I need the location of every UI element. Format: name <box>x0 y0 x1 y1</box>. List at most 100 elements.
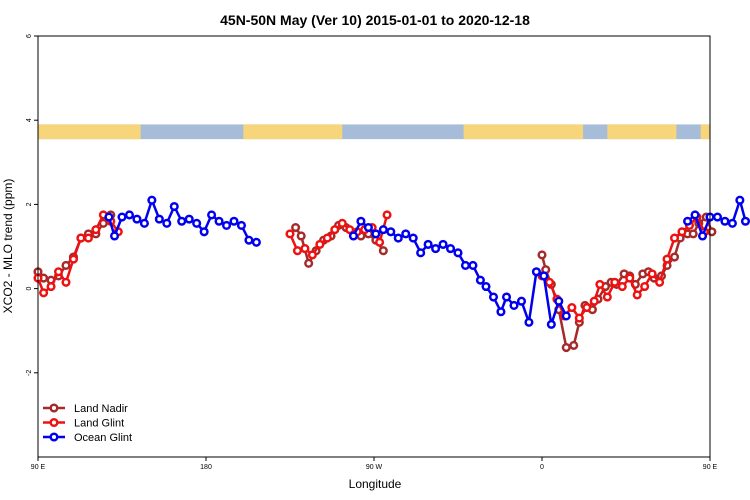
plot-frame <box>37 35 711 458</box>
x-tick-label: 90 E <box>31 464 46 471</box>
data-point <box>117 212 127 222</box>
legend: Land Nadir Land Glint Ocean Glint <box>43 403 132 444</box>
data-point <box>589 296 599 306</box>
data-point <box>501 292 512 302</box>
data-point <box>445 244 456 254</box>
data-point <box>720 216 730 226</box>
data-point <box>431 244 441 254</box>
data-point <box>516 296 527 306</box>
data-point <box>124 210 135 220</box>
data-point <box>561 342 571 353</box>
data-point <box>690 210 700 220</box>
map-land <box>463 124 584 140</box>
map-land <box>243 124 343 140</box>
data-point <box>735 195 745 205</box>
data-point <box>669 252 680 262</box>
data-point <box>356 216 366 226</box>
map-strip <box>38 124 710 140</box>
data-point <box>162 218 172 228</box>
data-point <box>610 277 620 287</box>
legend-marker <box>49 403 59 413</box>
series-layer <box>33 195 750 353</box>
data-point <box>537 250 547 260</box>
data-point <box>544 277 555 287</box>
data-point <box>662 254 672 264</box>
series-ocean-glint <box>104 195 750 329</box>
data-point <box>561 311 571 321</box>
data-point <box>647 269 657 279</box>
data-point <box>677 227 687 237</box>
legend-label: Land Glint <box>74 418 124 430</box>
data-point <box>655 277 665 287</box>
data-point <box>68 254 79 264</box>
data-point <box>617 281 627 292</box>
data-point <box>378 225 388 235</box>
data-point <box>712 212 723 222</box>
data-point <box>569 340 579 350</box>
data-point <box>408 233 418 243</box>
data-point <box>423 239 433 249</box>
data-point <box>330 225 340 235</box>
map-land <box>607 124 677 140</box>
legend-marker <box>49 432 59 442</box>
data-point <box>300 244 310 254</box>
data-point <box>192 218 202 228</box>
data-point <box>229 216 239 226</box>
data-point <box>602 292 612 302</box>
data-point <box>481 281 491 292</box>
data-point <box>337 218 347 228</box>
legend-label: Ocean Glint <box>74 432 132 444</box>
data-point <box>683 216 693 226</box>
data-point <box>554 296 564 306</box>
data-point <box>304 258 314 268</box>
data-point <box>39 288 49 298</box>
data-point <box>539 271 549 281</box>
data-point <box>453 248 463 258</box>
chart-title: 45N-50N May (Ver 10) 2015-01-01 to 2020-… <box>220 12 530 28</box>
y-tick-label: 4 <box>26 118 33 122</box>
data-point <box>147 195 157 205</box>
data-point <box>582 302 592 313</box>
data-point <box>104 212 114 222</box>
y-tick-label: 2 <box>26 202 33 206</box>
data-point <box>244 235 254 245</box>
data-point <box>632 290 642 300</box>
data-point <box>688 229 698 239</box>
data-point <box>669 233 680 243</box>
data-point <box>475 275 485 285</box>
data-point <box>53 267 64 277</box>
data-point <box>727 218 737 228</box>
map-land <box>700 124 710 140</box>
data-point <box>524 317 534 327</box>
data-point <box>91 225 101 235</box>
data-point <box>184 214 194 224</box>
data-point <box>371 229 381 239</box>
data-point <box>345 225 355 235</box>
data-point <box>296 231 306 241</box>
data-point <box>221 220 232 230</box>
data-point <box>438 239 448 249</box>
data-point <box>382 210 392 220</box>
data-point <box>109 231 120 241</box>
data-point <box>322 233 332 243</box>
data-point <box>393 233 403 243</box>
data-point <box>567 302 577 313</box>
legend-label: Land Nadir <box>74 403 128 415</box>
data-point <box>61 260 71 270</box>
x-tick-label: 180 <box>200 464 212 471</box>
data-point <box>386 227 396 237</box>
data-point <box>315 239 325 249</box>
data-point <box>207 210 217 220</box>
data-point <box>375 237 385 247</box>
data-point <box>236 220 247 230</box>
data-point <box>139 218 149 228</box>
data-point <box>46 281 56 292</box>
data-point <box>169 201 179 212</box>
data-point <box>640 281 650 292</box>
data-point <box>363 223 373 233</box>
data-point <box>468 260 478 270</box>
data-point <box>132 214 142 224</box>
y-tick-label: 0 <box>26 287 33 291</box>
data-point <box>595 279 605 289</box>
